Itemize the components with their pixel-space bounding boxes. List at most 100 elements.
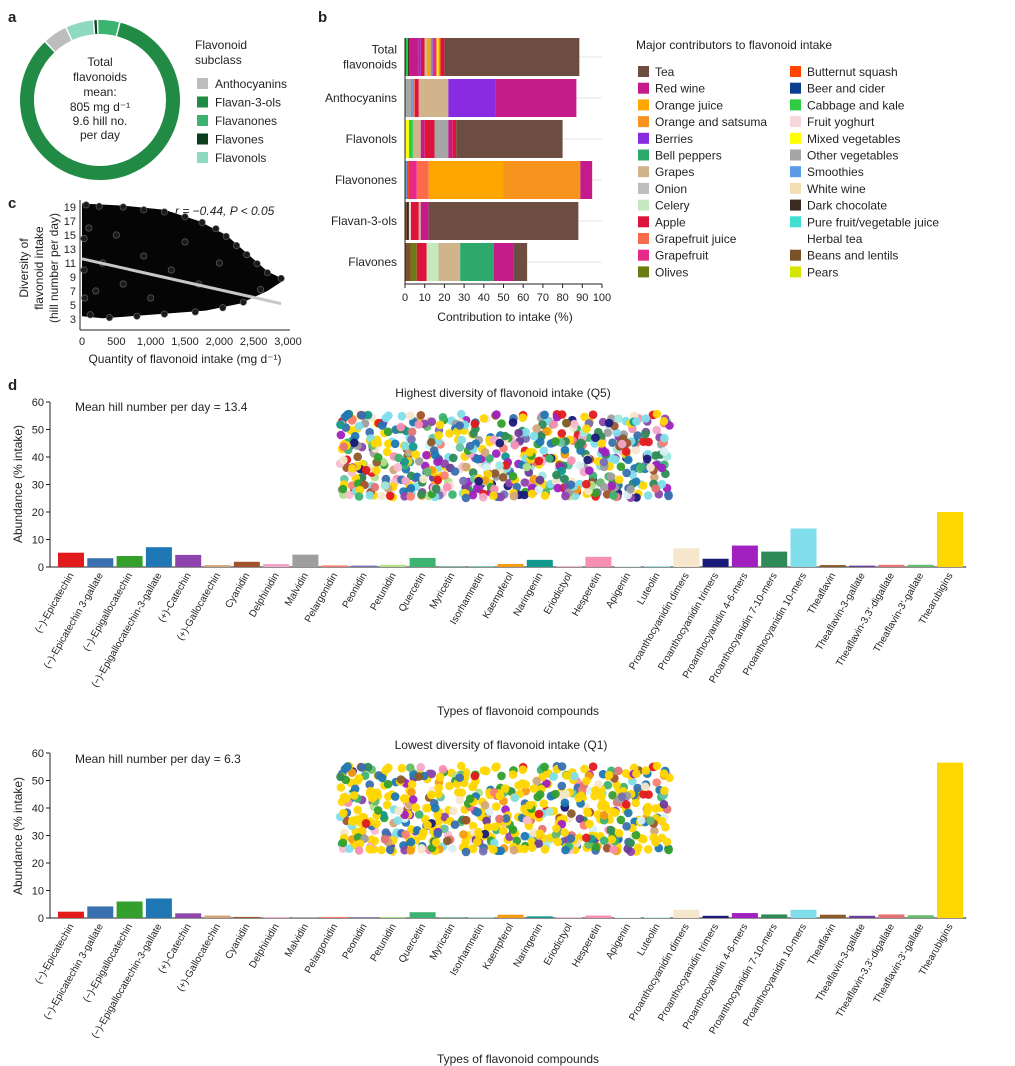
dot-cloud-dot: [459, 830, 468, 839]
bar-epicatechin: [58, 911, 84, 918]
stacked-x-tick-label: 10: [419, 292, 431, 304]
dot-cloud-dot: [400, 845, 409, 855]
dot-cloud-dot: [448, 844, 457, 853]
q1-mean-hill-note: Mean hill number per day = 6.3: [75, 752, 241, 766]
dot-cloud-dot: [457, 788, 467, 797]
dot-cloud-dot: [461, 815, 471, 825]
legend-swatch-onion: [638, 182, 649, 194]
bar-segment-fruit-yoghurt: [408, 202, 411, 240]
bar-segment-grapefruit-juice: [416, 161, 429, 199]
scatter-point: [95, 202, 103, 210]
scatter-point: [212, 225, 220, 233]
bar-x-tick-label: Delphinidin: [247, 571, 281, 619]
dot-cloud-dot: [339, 795, 349, 804]
donut-center-line-1: Total: [87, 55, 112, 69]
dot-cloud-dot: [580, 412, 589, 422]
dot-cloud-dot: [401, 441, 410, 451]
dot-cloud-dot: [609, 845, 618, 854]
dot-cloud-dot: [416, 763, 426, 772]
panel-d-bar-charts: 0102030405060(−)-Epicatechin(−)-Epicatec…: [11, 386, 967, 1066]
dot-cloud-dot: [542, 426, 551, 436]
bar-y-tick-label: 30: [32, 480, 44, 492]
dot-cloud-dot: [500, 784, 510, 793]
dot-cloud-dot: [365, 427, 375, 437]
legend-swatch-beans-and-lentils: [790, 249, 801, 261]
bar-x-tick-label: Naringenin: [512, 571, 546, 618]
dot-cloud-dot: [514, 428, 523, 438]
bar-segment-apple: [424, 120, 435, 158]
dot-cloud-dot: [411, 450, 421, 459]
dot-cloud-dot: [354, 492, 364, 501]
dot-cloud-dot: [469, 781, 478, 791]
dot-cloud-dot: [509, 491, 519, 501]
scatter-point: [233, 242, 241, 250]
dot-cloud-dot: [664, 845, 673, 855]
bar-y-tick-label: 60: [32, 748, 44, 760]
dot-cloud-dot: [336, 420, 345, 429]
dot-cloud-dot: [443, 482, 452, 492]
bar-segment-red-wine: [408, 38, 419, 76]
dot-cloud-dot: [498, 473, 508, 482]
legend-label-white-wine: White wine: [807, 182, 866, 196]
dot-cloud-dot: [640, 782, 650, 791]
dot-cloud-dot: [450, 467, 460, 476]
bar-apigenin: [614, 566, 641, 567]
dot-cloud-dot: [416, 411, 426, 420]
donut-center-line-2: flavonoids: [73, 70, 127, 84]
dot-cloud-dot: [384, 763, 393, 772]
dot-cloud-dot: [384, 439, 393, 449]
legend-label-anthocyanins: Anthocyanins: [215, 77, 287, 91]
bar-x-tick-label: Peonidin: [341, 571, 370, 610]
dot-cloud-dot: [631, 445, 640, 455]
legend-label-flavan-3-ols: Flavan-3-ols: [215, 96, 281, 110]
dot-cloud-dot: [414, 420, 424, 429]
donut-slice-flavones: [94, 20, 98, 35]
bar-segment-orange-juice: [428, 161, 504, 199]
dot-cloud-dot: [357, 763, 367, 772]
bar-delphinidin: [263, 563, 290, 567]
dot-cloud-dot: [529, 784, 539, 793]
donut-slice-flavonols: [66, 20, 94, 41]
dot-cloud-dot: [336, 772, 345, 782]
legend-label-flavonols: Flavonols: [215, 151, 266, 165]
dot-cloud-dot: [355, 485, 365, 495]
dot-cloud-dot: [549, 772, 559, 781]
scatter-point: [82, 201, 90, 209]
dot-cloud-dot: [520, 831, 530, 841]
dot-cloud-dot: [646, 463, 655, 472]
dot-cloud-dot: [347, 416, 357, 425]
bar-y-tick-label: 50: [32, 425, 44, 437]
stacked-x-tick-label: 40: [478, 292, 490, 304]
bar-segment-cabbage-and-kale: [405, 38, 408, 76]
dot-cloud-dot: [588, 410, 598, 420]
legend-swatch-berries: [638, 132, 649, 144]
dot-cloud-dot: [650, 826, 659, 836]
bar-malvidin: [292, 917, 319, 918]
dot-cloud-dot: [490, 469, 500, 478]
dot-cloud-dot: [626, 485, 635, 494]
dot-cloud-dot: [473, 454, 482, 464]
dot-cloud-dot: [560, 798, 570, 808]
scatter-y-tick-label: 11: [65, 258, 76, 270]
bar-thearubigins: [937, 512, 963, 567]
dot-cloud-dot: [378, 421, 387, 430]
dot-cloud-dot: [646, 816, 655, 825]
dot-cloud-dot: [518, 765, 528, 774]
scatter-point: [140, 206, 148, 214]
dot-cloud-dot: [414, 810, 424, 819]
legend-label-herbal-tea: Herbal tea: [807, 232, 863, 246]
bar-proanthocyanidin-10-mers: [790, 909, 817, 918]
bar-epigallocatechin: [116, 556, 143, 567]
dot-cloud-dot: [518, 413, 528, 423]
dot-cloud-dot: [624, 808, 633, 818]
dot-cloud-dot: [407, 780, 417, 789]
bar-epicatechin: [58, 552, 84, 567]
dot-cloud-dot: [657, 833, 667, 843]
scatter-y-tick-label: 7: [70, 286, 76, 298]
bar-y-tick-label: 50: [32, 776, 44, 788]
stacked-x-tick-label: 0: [402, 292, 408, 304]
regression-line: [81, 257, 282, 306]
bar-proanthocyanidin-4-6-mers: [731, 913, 758, 918]
